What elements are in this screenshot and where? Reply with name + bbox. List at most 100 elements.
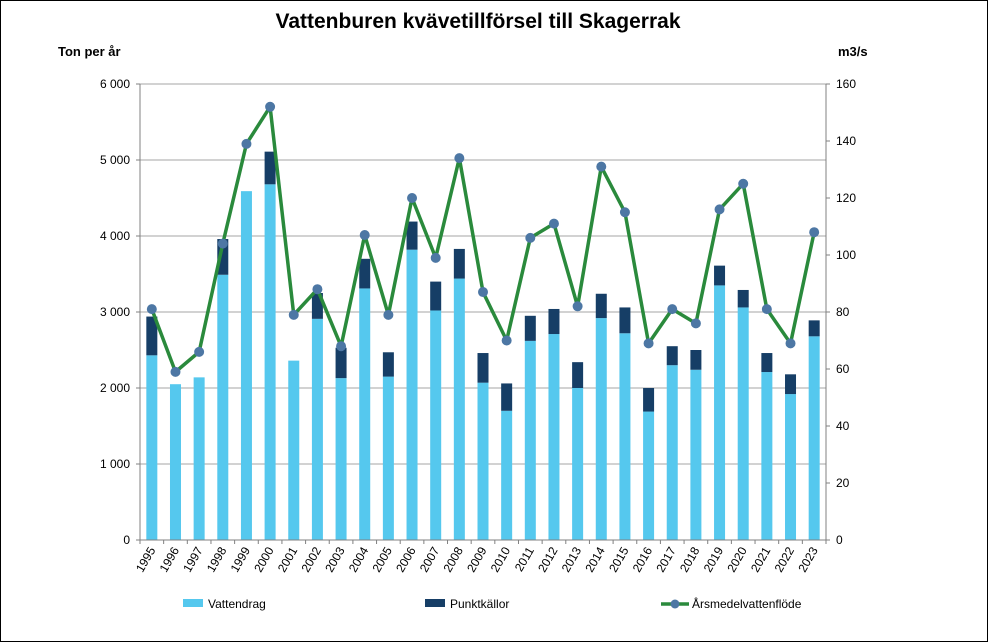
bar-vattendrag <box>808 336 820 540</box>
x-tick-label: 2006 <box>393 544 419 574</box>
bar-punktkallor <box>430 281 442 311</box>
x-tick-label: 1999 <box>228 544 254 574</box>
x-tick-label: 2022 <box>772 544 798 574</box>
legend-label-vattendrag: Vattendrag <box>208 597 266 611</box>
flow-point <box>312 284 323 295</box>
bar-punktkallor <box>808 320 820 337</box>
bar-vattendrag <box>690 369 702 540</box>
flow-point <box>714 204 725 215</box>
y-right-tick-label: 20 <box>836 476 850 490</box>
y-left-tick-label: 5 000 <box>100 153 130 167</box>
x-tick-label: 2015 <box>606 544 632 574</box>
flow-point <box>383 309 394 320</box>
bar-vattendrag <box>264 184 276 540</box>
bar-punktkallor <box>359 258 371 289</box>
y-left-tick-label: 6 000 <box>100 77 130 91</box>
y-left-tick-label: 2 000 <box>100 381 130 395</box>
bar-punktkallor <box>453 248 465 279</box>
bar-punktkallor <box>382 352 394 377</box>
bar-vattendrag <box>501 410 513 540</box>
x-tick-label: 2005 <box>370 544 396 574</box>
y-right-tick-label: 100 <box>836 248 856 262</box>
bar-punktkallor <box>406 221 418 250</box>
left-axis-label: Ton per år <box>58 44 121 59</box>
bar-vattendrag <box>643 411 655 540</box>
flow-point <box>194 346 205 357</box>
bar-vattendrag <box>548 334 560 540</box>
bar-punktkallor <box>666 346 678 366</box>
legend-label-punktkallor: Punktkällor <box>450 597 509 611</box>
bar-punktkallor <box>619 307 631 334</box>
flow-point <box>596 161 607 172</box>
bar-vattendrag <box>217 274 229 540</box>
y-left-tick-label: 1 000 <box>100 457 130 471</box>
flow-point <box>241 138 252 149</box>
x-tick-label: 2000 <box>251 544 277 574</box>
bar-vattendrag <box>430 310 442 540</box>
right-axis-label: m3/s <box>838 44 868 59</box>
x-tick-label: 2020 <box>724 544 750 574</box>
bar-punktkallor <box>501 383 513 411</box>
x-tick-label: 2007 <box>417 544 443 574</box>
flow-point <box>619 207 630 218</box>
flow-point <box>572 301 583 312</box>
bar-vattendrag <box>406 249 418 540</box>
y-right-tick-label: 120 <box>836 191 856 205</box>
x-tick-label: 2019 <box>701 544 727 574</box>
flow-point <box>501 335 512 346</box>
flow-point <box>478 287 488 298</box>
flow-point <box>761 304 772 315</box>
bar-vattendrag <box>477 382 489 540</box>
y-right-tick-label: 60 <box>836 362 850 376</box>
x-tick-label: 2016 <box>630 544 656 574</box>
y-right-tick-label: 0 <box>836 533 843 547</box>
bar-vattendrag <box>453 278 465 540</box>
x-tick-label: 2010 <box>488 544 514 574</box>
x-tick-label: 2021 <box>748 544 774 574</box>
x-tick-label: 2023 <box>795 544 821 574</box>
flow-point <box>809 227 820 238</box>
bar-punktkallor <box>761 353 773 373</box>
bar-vattendrag <box>288 360 300 540</box>
bar-punktkallor <box>264 151 276 185</box>
x-tick-label: 1996 <box>157 544 183 574</box>
x-tick-label: 2002 <box>299 544 325 574</box>
flow-point <box>359 230 370 241</box>
flow-point <box>430 252 441 263</box>
bar-vattendrag <box>761 372 773 540</box>
flow-point <box>288 309 299 320</box>
x-tick-label: 2018 <box>677 544 703 574</box>
x-tick-label: 2003 <box>322 544 348 574</box>
x-tick-label: 2014 <box>582 544 608 574</box>
bar-vattendrag <box>169 384 181 540</box>
bar-punktkallor <box>737 289 749 308</box>
bar-punktkallor <box>785 374 797 395</box>
flow-point <box>336 341 347 352</box>
bar-punktkallor <box>548 308 560 335</box>
x-tick-label: 2004 <box>346 544 372 574</box>
flow-point <box>217 238 228 249</box>
bar-punktkallor <box>217 239 229 275</box>
bar-vattendrag <box>382 376 394 540</box>
bar-vattendrag <box>666 365 678 540</box>
bar-punktkallor <box>146 316 158 356</box>
bar-vattendrag <box>146 355 158 540</box>
flow-point <box>738 178 749 189</box>
bar-vattendrag <box>572 388 584 540</box>
flow-point <box>548 218 559 229</box>
bar-vattendrag <box>785 394 797 540</box>
flow-point <box>525 232 536 243</box>
bar-vattendrag <box>240 191 252 540</box>
y-left-tick-label: 0 <box>123 533 130 547</box>
bar-punktkallor <box>595 293 607 319</box>
x-tick-label: 2008 <box>440 544 466 574</box>
bar-vattendrag <box>524 340 536 540</box>
flow-point <box>454 153 465 164</box>
x-tick-label: 2009 <box>464 544 490 574</box>
x-tick-label: 2012 <box>535 544 561 574</box>
x-tick-label: 2017 <box>653 544 679 574</box>
bar-vattendrag <box>737 307 749 540</box>
x-tick-label: 2013 <box>559 544 585 574</box>
